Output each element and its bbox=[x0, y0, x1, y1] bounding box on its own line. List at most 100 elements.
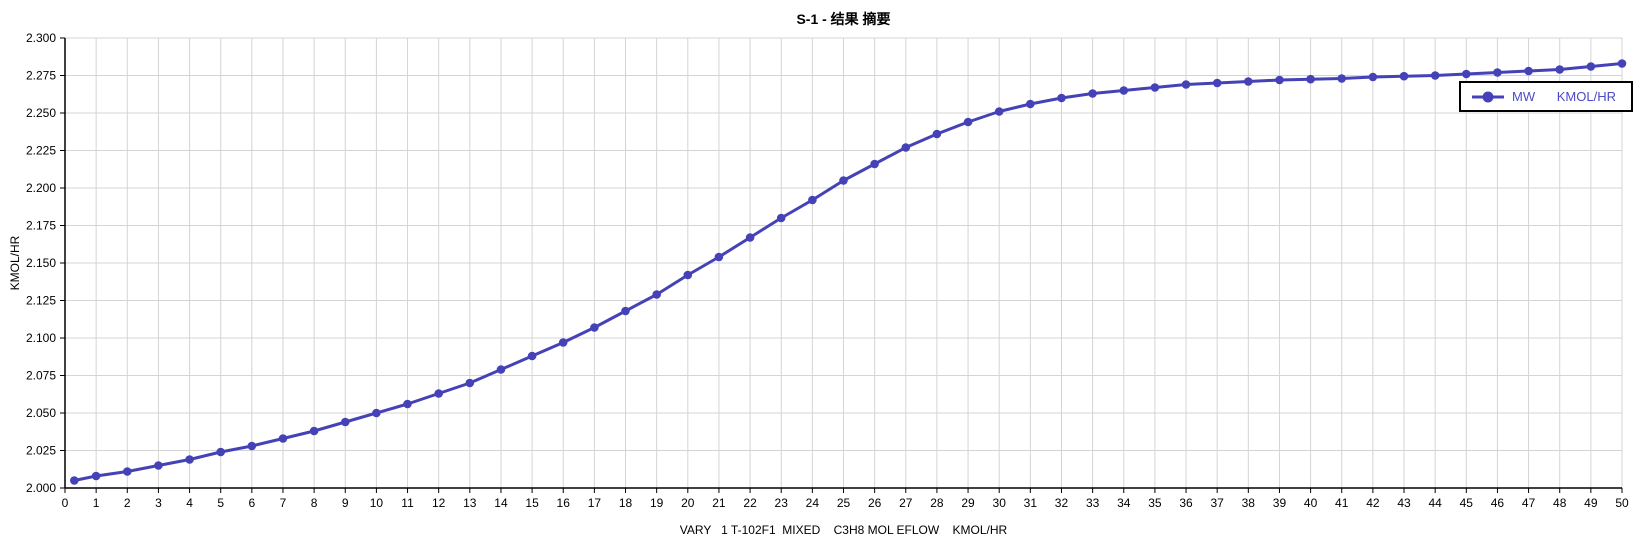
x-tick-label: 9 bbox=[342, 496, 349, 510]
y-tick-label: 2.300 bbox=[26, 31, 56, 45]
y-tick-label: 2.175 bbox=[26, 219, 56, 233]
data-point-marker bbox=[1368, 72, 1378, 82]
y-tick-label: 2.100 bbox=[26, 331, 56, 345]
x-tick-label: 19 bbox=[650, 496, 664, 510]
x-tick-label: 23 bbox=[775, 496, 789, 510]
x-tick-label: 16 bbox=[557, 496, 571, 510]
data-point-marker bbox=[1430, 71, 1440, 80]
x-tick-label: 24 bbox=[806, 496, 820, 510]
x-tick-label: 44 bbox=[1428, 496, 1442, 510]
data-point-marker bbox=[870, 159, 879, 169]
data-point-marker bbox=[1306, 74, 1315, 84]
data-point-marker bbox=[1586, 62, 1596, 71]
data-point-marker bbox=[839, 176, 848, 185]
y-tick-label: 2.050 bbox=[26, 406, 56, 420]
data-point-marker bbox=[309, 426, 319, 436]
data-point-marker bbox=[621, 306, 630, 316]
y-tick-label: 2.150 bbox=[26, 256, 56, 270]
x-tick-label: 45 bbox=[1460, 496, 1474, 510]
x-tick-label: 0 bbox=[62, 496, 69, 510]
x-tick-label: 31 bbox=[1024, 496, 1038, 510]
data-point-marker bbox=[1524, 66, 1533, 76]
data-point-marker bbox=[185, 455, 194, 464]
data-point-marker bbox=[901, 143, 911, 152]
x-tick-label: 7 bbox=[280, 496, 287, 510]
x-tick-label: 11 bbox=[401, 496, 414, 510]
legend-series-marker-icon bbox=[1472, 91, 1504, 102]
data-point-marker bbox=[776, 213, 786, 223]
x-tick-label: 41 bbox=[1335, 496, 1349, 510]
legend-units-label: KMOL/HR bbox=[1556, 89, 1616, 104]
x-tick-label: 25 bbox=[837, 496, 851, 510]
x-tick-label: 43 bbox=[1397, 496, 1411, 510]
x-tick-label: 3 bbox=[155, 496, 162, 510]
x-tick-label: 49 bbox=[1584, 496, 1598, 510]
x-tick-label: 5 bbox=[217, 496, 224, 510]
x-tick-label: 37 bbox=[1211, 496, 1225, 510]
chart-title: S-1 - 结果 摘要 bbox=[796, 11, 891, 27]
data-point-marker bbox=[70, 476, 79, 485]
x-tick-label: 40 bbox=[1304, 496, 1318, 510]
x-tick-label: 18 bbox=[619, 496, 633, 510]
data-point-marker bbox=[1617, 59, 1627, 68]
data-point-marker bbox=[1212, 78, 1222, 88]
x-tick-label: 33 bbox=[1086, 496, 1100, 510]
data-point-marker bbox=[652, 290, 661, 299]
x-tick-label: 32 bbox=[1055, 496, 1069, 510]
data-point-marker bbox=[123, 467, 132, 476]
x-tick-label: 13 bbox=[463, 496, 477, 510]
x-tick-label: 14 bbox=[494, 496, 508, 510]
data-point-marker bbox=[1057, 93, 1066, 103]
data-point-marker bbox=[403, 399, 412, 409]
data-point-marker bbox=[1399, 71, 1409, 81]
data-point-marker bbox=[963, 117, 973, 127]
data-point-marker bbox=[994, 107, 1004, 116]
x-tick-label: 8 bbox=[311, 496, 318, 510]
data-point-marker bbox=[1244, 77, 1253, 86]
y-tick-label: 2.025 bbox=[26, 444, 56, 458]
data-point-marker bbox=[1150, 83, 1160, 92]
x-tick-label: 6 bbox=[248, 496, 255, 510]
data-point-marker bbox=[1088, 89, 1097, 98]
legend-series-label: MW bbox=[1512, 89, 1536, 104]
data-point-marker bbox=[745, 233, 755, 242]
data-point-marker bbox=[1462, 69, 1471, 79]
x-tick-label: 21 bbox=[712, 496, 726, 510]
data-point-marker bbox=[341, 417, 350, 427]
data-point-marker bbox=[496, 365, 506, 374]
data-point-marker bbox=[558, 338, 568, 347]
x-axis-title: VARY 1 T-102F1 MIXED C3H8 MOL EFLOW KMOL… bbox=[679, 523, 1008, 537]
data-point-marker bbox=[247, 441, 257, 451]
x-tick-label: 30 bbox=[993, 496, 1007, 510]
data-point-marker bbox=[1181, 80, 1191, 89]
data-point-marker bbox=[1119, 86, 1129, 95]
data-point-marker bbox=[278, 434, 288, 443]
y-tick-label: 2.250 bbox=[26, 106, 56, 120]
legend-box[interactable]: MW KMOL/HR bbox=[1459, 81, 1633, 112]
data-point-marker bbox=[465, 378, 475, 388]
x-tick-label: 12 bbox=[432, 496, 446, 510]
data-point-marker bbox=[1337, 74, 1346, 83]
data-point-marker bbox=[216, 447, 225, 457]
data-point-marker bbox=[1026, 99, 1035, 109]
data-point-marker bbox=[714, 252, 724, 262]
x-tick-label: 50 bbox=[1615, 496, 1629, 510]
data-point-marker bbox=[683, 270, 693, 280]
x-tick-label: 46 bbox=[1491, 496, 1505, 510]
data-point-marker bbox=[932, 129, 942, 139]
x-tick-label: 26 bbox=[868, 496, 882, 510]
x-tick-label: 39 bbox=[1273, 496, 1287, 510]
data-point-marker bbox=[1493, 68, 1502, 77]
x-tick-label: 29 bbox=[961, 496, 975, 510]
data-point-marker bbox=[1555, 65, 1564, 74]
x-tick-label: 27 bbox=[899, 496, 913, 510]
y-tick-label: 2.125 bbox=[26, 294, 56, 308]
y-tick-label: 2.075 bbox=[26, 369, 56, 383]
data-point-marker bbox=[808, 195, 817, 205]
x-tick-label: 47 bbox=[1522, 496, 1536, 510]
y-tick-label: 2.275 bbox=[26, 69, 56, 83]
x-tick-label: 38 bbox=[1242, 496, 1256, 510]
series-line[interactable] bbox=[72, 62, 1624, 482]
